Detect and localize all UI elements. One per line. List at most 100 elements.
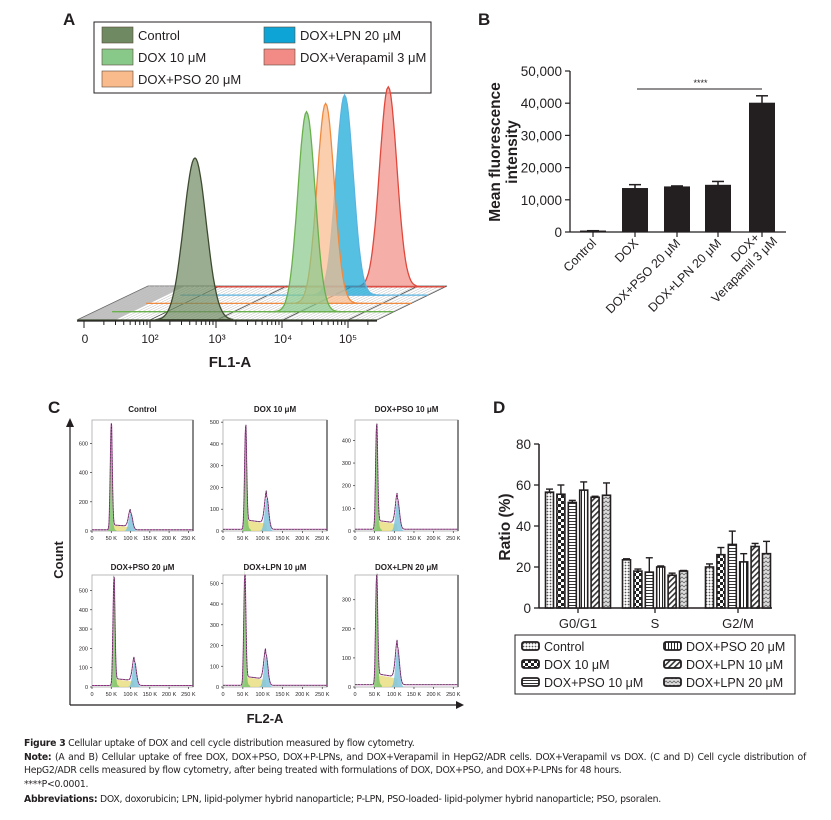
x-tick-label: 10² [141,332,158,346]
histogram-subplot: DOX+PSO 10 μM 0 100 200 300 400 0 50 K 100 K 150 … [342,405,461,542]
legend-label: DOX+PSO 20 μM [138,72,241,87]
legend-swatch [521,677,540,687]
floor-hatch [84,285,156,321]
y-tick-label: 400 [79,608,88,614]
x-tick-label: 250 K [181,692,196,698]
x-tick-label: 100 K [123,692,138,698]
legend-label: DOX+PSO 20 μM [686,640,785,654]
x-tick-label: 150 K [143,536,158,542]
x-tick-label: 50 K [106,536,118,542]
y-tick-label: 300 [79,627,88,633]
y-tick-label: 200 [210,644,219,650]
bar [621,559,632,609]
caption-title-line: Figure 3 Cellular uptake of DOX and cell… [24,737,806,751]
x-tick-label: 150 K [275,692,290,698]
floor-hatch [94,285,166,321]
bar [750,545,760,609]
legend-label: Control [544,640,584,654]
legend-label: DOX+PSO 10 μM [544,676,643,690]
x-tick-label: 150 K [407,536,422,542]
y-tick-label: 30,000 [521,128,562,143]
floor-hatch [104,285,176,321]
histogram-subplot: Control 0 200 400 600 0 50 K 100 K 150 K 200 K 250… [79,405,196,542]
x-axis-title: FL2-A [247,711,284,726]
caption-note-text: (A and B) Cellular uptake of free DOX, D… [24,751,806,777]
y-tick-label: 60 [516,478,531,493]
histogram-peak-dox-10-m [266,110,347,313]
panel-label-a: A [63,10,75,29]
legend-swatch [663,659,682,669]
y-tick-label: 10,000 [521,193,562,208]
legend-label: DOX 10 μM [544,658,610,672]
y-tick-label: 20,000 [521,161,562,176]
legend-label: Control [138,28,180,43]
subplot-title: DOX 10 μM [254,405,297,414]
data-curve [92,423,193,531]
legend-swatch [663,641,682,651]
floor-hatch [99,285,171,321]
s-phase-area [355,521,458,531]
x-tick-label: DOX+PSO 20 μM [603,236,683,316]
y-tick-label: 40 [516,519,531,534]
y-tick-label: 300 [210,623,219,629]
y-tick-label: 100 [210,507,219,513]
x-tick-label: 200 K [295,692,310,698]
y-tick-label: 300 [210,464,219,470]
bar [761,552,772,609]
caption-figure-text: Cellular uptake of DOX and cell cycle di… [65,738,415,749]
panel-label-b: B [478,10,490,29]
y-tick-label: 0 [523,601,531,616]
x-tick-label: 200 K [162,536,177,542]
subplot-title: Control [128,405,156,414]
x-tick-label: 100 K [387,536,402,542]
panel-d-bar-chart: 0 20 40 60 80 G0/G1 S G2/M Ratio (%) Control DOX 1… [497,437,796,695]
x-tick-label: 250 K [315,692,330,698]
x-tick-label: Control [561,236,599,274]
x-tick-label: 50 K [106,692,118,698]
y-tick-label: 400 [210,602,219,608]
x-tick-label: 0 [221,536,224,542]
legend-swatch [101,48,134,66]
x-tick-label: 50 K [237,692,249,698]
y-tick-label: 400 [210,442,219,448]
subplot-frame [354,574,459,688]
data-curve [223,424,327,530]
subplot-frame [91,574,194,688]
x-tick-label: 0 [221,692,224,698]
bar [727,543,738,609]
x-tick-label: 10⁴ [274,332,293,346]
s-phase-area [223,677,327,687]
legend-swatch [263,26,296,44]
x-tick-label: 100 K [387,692,402,698]
legend-label: DOX+LPN 20 μM [300,28,401,43]
arrow-head-right [456,701,464,709]
legend-label: DOX+Verapamil 3 μM [300,50,426,65]
x-tick-label: 0 [353,536,356,542]
y-tick-label: 0 [554,225,562,240]
caption-abbrev-label: Abbreviations: [24,794,98,806]
x-tick-label: 150 K [143,692,158,698]
legend-label: DOX 10 μM [138,50,206,65]
y-tick-label: 400 [342,438,351,444]
x-tick-label: 10³ [208,332,225,346]
x-tick-label: S [651,616,660,631]
y-tick-label: 500 [79,588,88,594]
y-tick-label: 100 [79,666,88,672]
x-tick-label: 100 K [123,536,138,542]
caption-note-line: Note: (A and B) Cellular uptake of free … [24,751,806,792]
floor-hatch [109,285,181,321]
y-tick-label: 100 [342,506,351,512]
y-tick-label: 0 [85,529,88,535]
x-tick-label: 0 [90,536,93,542]
x-tick-label: G0/G1 [559,616,597,631]
bar [567,501,578,609]
y-tick-label: 200 [79,500,88,506]
bar [633,570,643,609]
y-tick-label: 200 [342,627,351,633]
y-axis-title: Count [51,541,66,579]
y-tick-label: 300 [342,598,351,604]
data-curve [355,423,458,530]
y-tick-label: 0 [216,685,219,691]
